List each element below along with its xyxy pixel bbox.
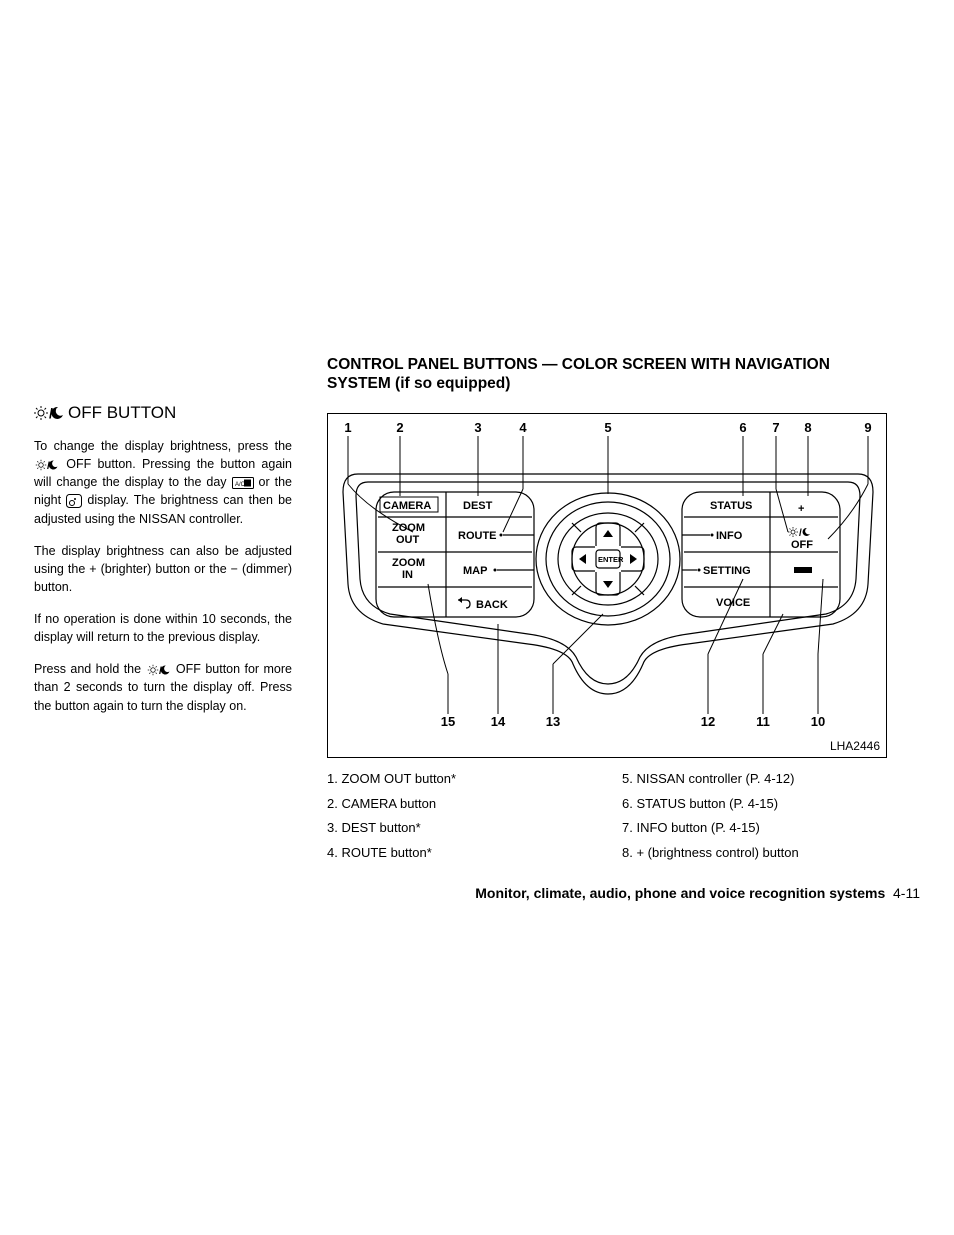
svg-text:1: 1: [344, 420, 351, 435]
svg-text:MAP: MAP: [463, 565, 487, 577]
svg-text:14: 14: [491, 714, 506, 729]
left-column: / OFF BUTTON To change the display brigh…: [34, 403, 292, 729]
svg-text:BACK: BACK: [476, 599, 508, 611]
svg-text:15: 15: [441, 714, 455, 729]
legend-col-right: 5. NISSAN controller (P. 4-12) 6. STATUS…: [622, 767, 887, 866]
svg-text:8: 8: [804, 420, 811, 435]
para-3: If no operation is done within 10 second…: [34, 610, 292, 646]
svg-text:STATUS: STATUS: [710, 500, 752, 512]
svg-text:7: 7: [772, 420, 779, 435]
day-icon: A/C: [232, 477, 254, 489]
svg-text:/: /: [799, 528, 802, 539]
legend-item: 4. ROUTE button*: [327, 841, 592, 866]
legend-item: 1. ZOOM OUT button*: [327, 767, 592, 792]
off-button-title: / OFF BUTTON: [34, 403, 292, 423]
svg-text:5: 5: [604, 420, 611, 435]
svg-text:10: 10: [811, 714, 825, 729]
svg-text:INFO: INFO: [716, 530, 743, 542]
sun-moon-icon-inline-2: /: [146, 664, 172, 676]
svg-text:IN: IN: [402, 569, 413, 581]
legend: 1. ZOOM OUT button* 2. CAMERA button 3. …: [327, 767, 887, 866]
sun-moon-icon: /: [34, 405, 64, 421]
svg-text:VOICE: VOICE: [716, 597, 750, 609]
legend-item: 7. INFO button (P. 4-15): [622, 816, 887, 841]
legend-item: 2. CAMERA button: [327, 792, 592, 817]
svg-text:3: 3: [474, 420, 481, 435]
night-icon: [66, 494, 82, 508]
para-1: To change the display brightness, press …: [34, 437, 292, 528]
footer-page: 4-11: [893, 885, 920, 901]
legend-item: 5. NISSAN controller (P. 4-12): [622, 767, 887, 792]
svg-text:4: 4: [519, 420, 527, 435]
svg-text:6: 6: [739, 420, 746, 435]
p1a: To change the display brightness, press …: [34, 439, 292, 453]
svg-text:+: +: [798, 503, 804, 515]
svg-text:12: 12: [701, 714, 715, 729]
svg-text:ZOOM: ZOOM: [392, 557, 425, 569]
svg-text:OFF: OFF: [791, 539, 813, 551]
svg-text:A/C: A/C: [235, 482, 246, 488]
off-button-title-text: OFF BUTTON: [68, 403, 176, 423]
svg-text:CAMERA: CAMERA: [383, 500, 431, 512]
p4a: Press and hold the: [34, 662, 146, 676]
svg-text:ZOOM: ZOOM: [392, 522, 425, 534]
svg-text:ROUTE: ROUTE: [458, 530, 497, 542]
p1b: OFF button. Pressing the button again wi…: [34, 457, 292, 489]
legend-item: 6. STATUS button (P. 4-15): [622, 792, 887, 817]
svg-text:13: 13: [546, 714, 560, 729]
section-heading: CONTROL PANEL BUTTONS — COLOR SCREEN WIT…: [327, 355, 887, 394]
page-footer: Monitor, climate, audio, phone and voice…: [34, 885, 920, 901]
svg-text:9: 9: [864, 420, 871, 435]
diagram-svg: 1 2 3 4 5 6 7 8 9 15 14 13 12 11 10: [328, 414, 886, 757]
svg-text:OUT: OUT: [396, 534, 420, 546]
legend-item: 8. + (brightness control) button: [622, 841, 887, 866]
footer-section: Monitor, climate, audio, phone and voice…: [475, 885, 885, 901]
legend-col-left: 1. ZOOM OUT button* 2. CAMERA button 3. …: [327, 767, 592, 866]
svg-text:11: 11: [756, 714, 770, 729]
svg-text:DEST: DEST: [463, 500, 493, 512]
svg-text:ENTER: ENTER: [598, 555, 624, 564]
para-2: The display brightness can also be adjus…: [34, 542, 292, 596]
legend-item: 3. DEST button*: [327, 816, 592, 841]
para-4: Press and hold the / OFF button for more…: [34, 660, 292, 714]
sun-moon-icon-inline: /: [34, 459, 60, 471]
control-panel-diagram: 1 2 3 4 5 6 7 8 9 15 14 13 12 11 10: [327, 413, 887, 758]
figure-id: LHA2446: [830, 739, 880, 753]
svg-text:SETTING: SETTING: [703, 565, 751, 577]
svg-text:2: 2: [396, 420, 403, 435]
